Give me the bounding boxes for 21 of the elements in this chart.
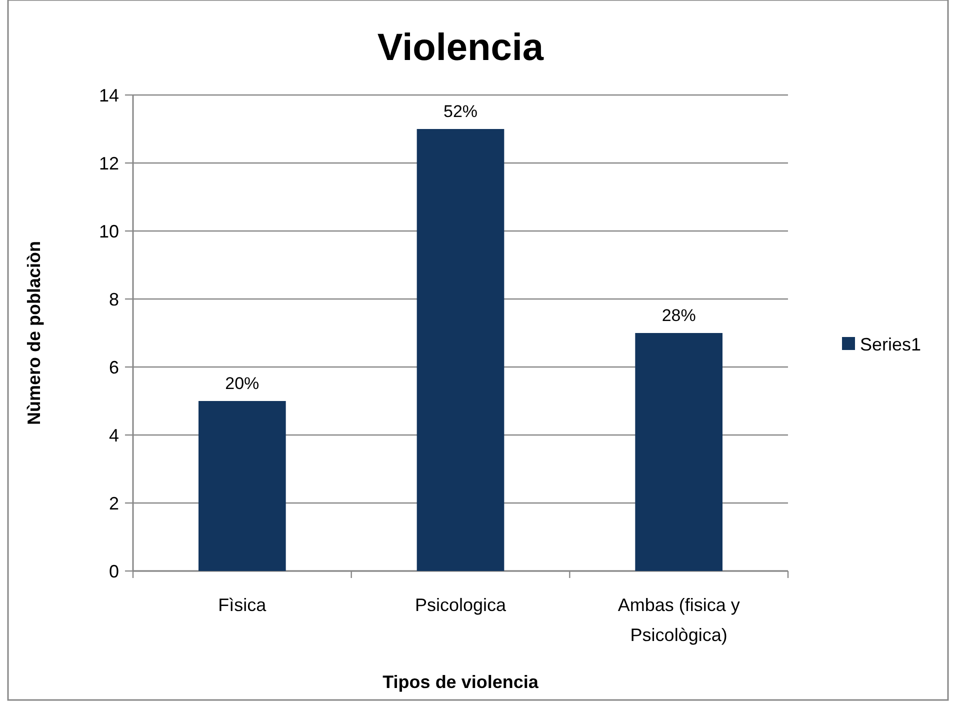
chart-title: Violencia xyxy=(377,27,544,69)
y-tick-label: 0 xyxy=(108,561,119,582)
y-axis-title: Nùmero de poblaciòn xyxy=(24,240,44,426)
y-tick-label: 14 xyxy=(98,85,119,106)
y-tick-label: 8 xyxy=(108,289,119,310)
annotation: 28% xyxy=(662,306,696,325)
x-tick-label: Ambas (fisica y Psicològica) xyxy=(618,595,740,645)
x-axis-title: Tipos de violencia xyxy=(382,672,540,692)
bar xyxy=(635,333,722,571)
bar xyxy=(416,129,504,571)
y-tick-label: 4 xyxy=(108,425,119,446)
x-tick-label: Fìsica xyxy=(218,595,268,615)
x-tick-label: Psicologica xyxy=(414,595,508,615)
y-tick-label: 6 xyxy=(108,357,119,378)
y-tick-label: 12 xyxy=(98,153,119,174)
legend-label: Series1 xyxy=(860,334,922,354)
y-tick-label: 10 xyxy=(98,221,119,242)
y-tick-label: 2 xyxy=(108,493,119,514)
bar xyxy=(198,401,286,571)
annotation: 52% xyxy=(443,102,478,121)
annotation: 20% xyxy=(225,374,260,393)
